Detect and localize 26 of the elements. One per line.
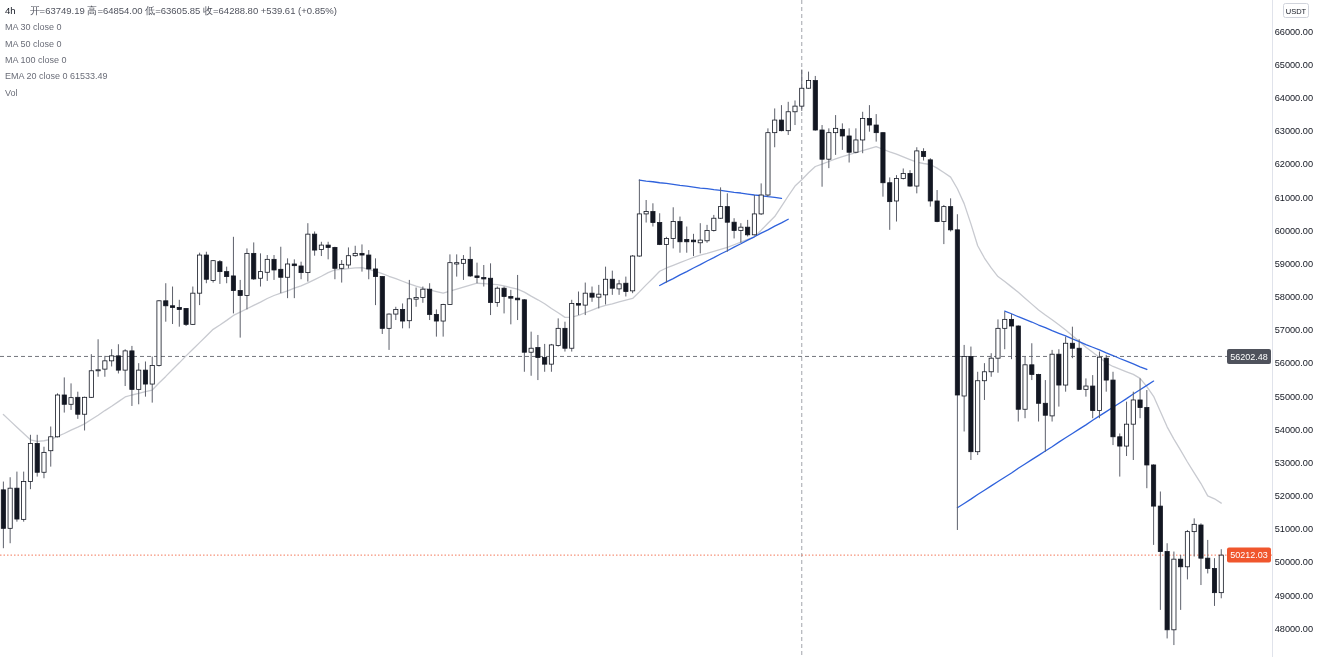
title: 4h <box>5 5 16 16</box>
annotation: MA 30 close 0 <box>5 22 62 33</box>
annotation: Vol <box>5 87 18 98</box>
annotation: EMA 20 close 0 61533.49 <box>5 71 108 82</box>
annotation: 开=63749.19 高=64854.00 低=63605.85 收=64288.80 +539.61 (+0.85%) <box>29 5 337 16</box>
y-tick-label: 60000.00 <box>1274 225 1313 236</box>
y-tick-label: 62000.00 <box>1274 159 1313 170</box>
y-tick-label: 53000.00 <box>1274 457 1313 468</box>
y-tick-label: 50000.00 <box>1274 557 1313 568</box>
y-tick-label: 52000.00 <box>1274 491 1313 502</box>
annotation: MA 50 close 0 <box>5 38 62 49</box>
y-tick-label: 57000.00 <box>1274 325 1313 336</box>
y-tick-label: 63000.00 <box>1274 126 1313 137</box>
y-tick-label: 66000.00 <box>1274 26 1313 37</box>
y-tick-label: 59000.00 <box>1274 258 1313 269</box>
y-tick-label: 49000.00 <box>1274 590 1313 601</box>
y-tick-label: 61000.00 <box>1274 192 1313 203</box>
y-tick-label: 64000.00 <box>1274 93 1313 104</box>
y-tick-label: 55000.00 <box>1274 391 1313 402</box>
annotation: MA 100 close 0 <box>5 54 67 65</box>
y-tick-label: 58000.00 <box>1274 292 1313 303</box>
y-tick-label: 56000.00 <box>1274 358 1313 369</box>
y-tick-label: 65000.00 <box>1274 59 1313 70</box>
y-tick-label: 54000.00 <box>1274 424 1313 435</box>
y-tick-label: 51000.00 <box>1274 524 1313 535</box>
y-tick-label: 48000.00 <box>1274 623 1313 634</box>
